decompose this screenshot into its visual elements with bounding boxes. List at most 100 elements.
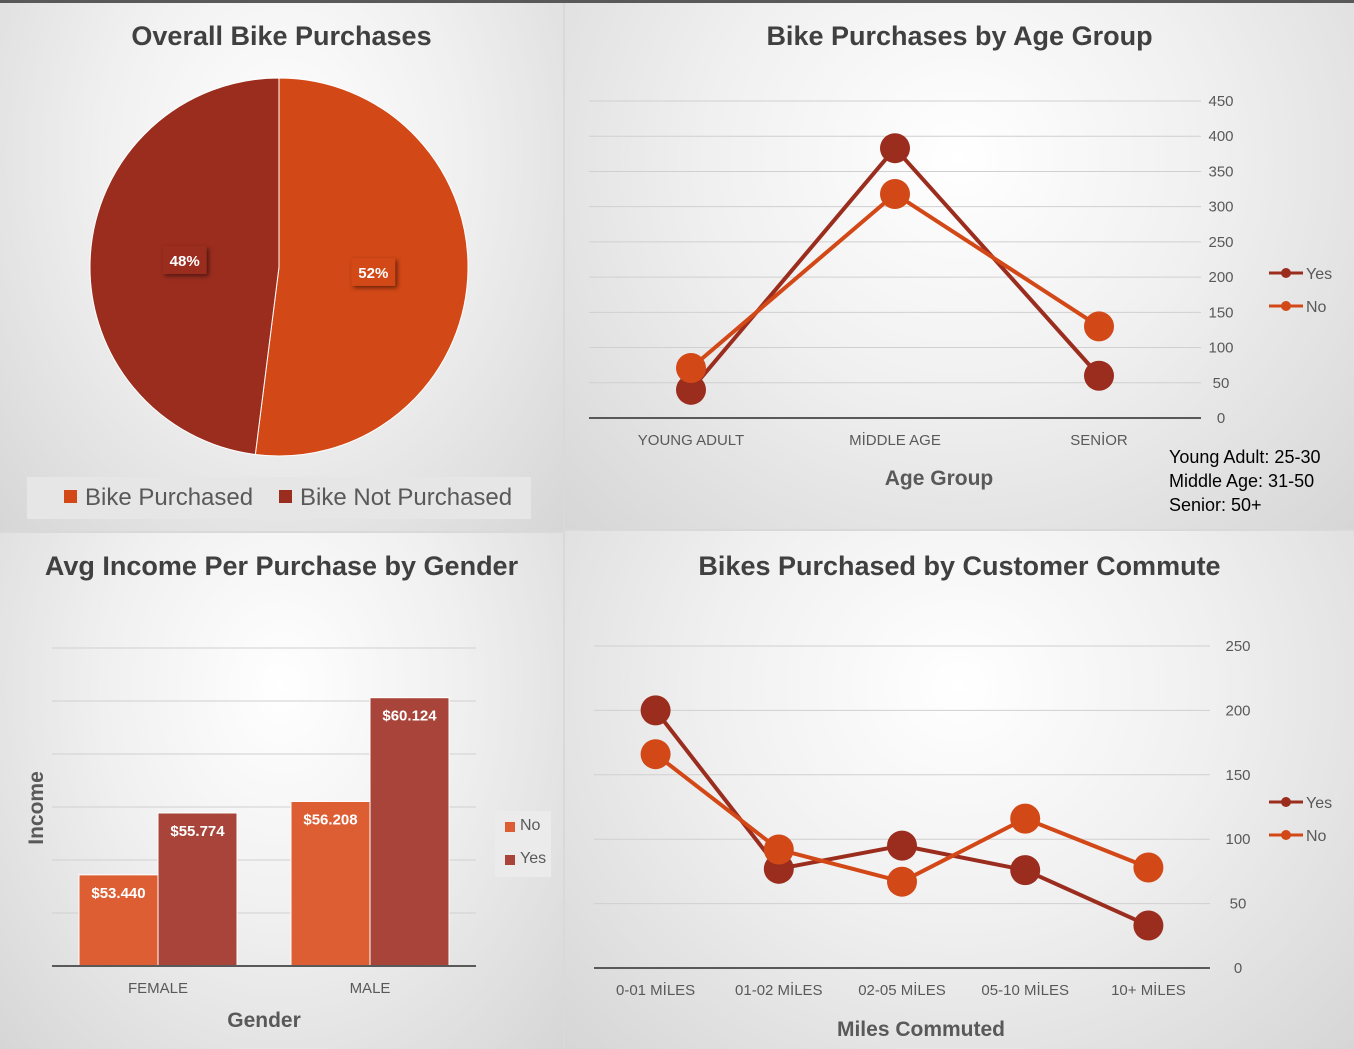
x-axis-title: Age Group [885, 467, 994, 490]
x-tick-label: 01-02 MİLES [735, 981, 823, 999]
x-axis-title: Gender [227, 1009, 301, 1032]
y-tick-label: 50 [1213, 375, 1230, 392]
y-tick-label: 200 [1225, 702, 1250, 719]
pie-legend-label: Bike Not Purchased [300, 484, 513, 511]
commute-line-chart: 0 50 100 150 200 250 0-01 MİLES 01-02 MİLES 02-0… [594, 638, 1251, 1041]
age-legend-item-yes: Yes [1267, 262, 1332, 295]
income-legend: No Yes [495, 811, 551, 877]
data-point-yes [1084, 360, 1114, 391]
x-tick-label: 05-10 MİLES [981, 981, 1069, 999]
note-line: Middle Age: 31-50 [1169, 471, 1315, 491]
legend-line-marker [1269, 830, 1303, 840]
pie-chart-title: Overall Bike Purchases [131, 21, 432, 51]
data-point-yes [880, 133, 910, 164]
commute-legend: Yes No [1267, 791, 1332, 857]
data-point-yes [887, 830, 917, 861]
y-tick-label: 250 [1225, 638, 1250, 655]
x-tick-label: MİDDLE AGE [849, 431, 941, 449]
series-line-no [654, 752, 1150, 884]
x-tick-label: 0-01 MİLES [616, 981, 695, 999]
y-tick-label: 150 [1208, 304, 1233, 321]
x-tick-label: SENİOR [1070, 431, 1128, 449]
y-tick-label: 250 [1208, 234, 1233, 251]
legend-line-marker [1269, 268, 1303, 278]
x-tick-label: 10+ MİLES [1111, 981, 1186, 999]
pie-data-label-box [162, 246, 207, 275]
y-tick-label: 0 [1234, 960, 1242, 977]
legend-label: No [1306, 828, 1327, 845]
y-tick-label: 450 [1208, 93, 1233, 110]
y-tick-label: 300 [1208, 199, 1233, 216]
x-axis-title: Miles Commuted [837, 1018, 1005, 1041]
x-tick-label: YOUNG ADULT [638, 432, 744, 449]
legend-label: No [1306, 299, 1327, 316]
bar-yes [369, 697, 450, 967]
y-tick-label: 50 [1230, 896, 1247, 913]
data-point-no [887, 866, 917, 897]
pie-legend-label: Bike Purchased [85, 484, 254, 511]
y-tick-label: 150 [1225, 767, 1250, 784]
bar-yes [157, 812, 238, 967]
legend-line-marker [1269, 797, 1303, 807]
legend-swatch [505, 822, 515, 832]
series-line-no [689, 191, 1101, 370]
y-tick-label: 400 [1208, 128, 1233, 145]
pie-data-label: 48% [170, 253, 200, 270]
age-line-chart: 0 50 100 150 200 250 300 350 400 450 YOUNG ADULT Mİ… [589, 93, 1234, 490]
pie-data-label: 52% [358, 265, 388, 282]
bar-no [78, 874, 159, 967]
data-point-yes [1133, 910, 1164, 941]
commute-panel: Bikes Purchased by Customer Commute 0 50 1… [565, 531, 1354, 1049]
x-tick-label: 02-05 MİLES [858, 981, 946, 999]
pie-data-label-box [351, 257, 396, 286]
data-point-yes [1010, 855, 1041, 886]
bar-data-label: $53.440 [91, 885, 145, 902]
data-point-no [1133, 852, 1164, 883]
legend-label: No [520, 817, 541, 834]
age-legend: Yes No [1267, 262, 1332, 328]
legend-label: Yes [520, 850, 547, 867]
y-tick-label: 100 [1225, 831, 1250, 848]
income-chart-title: Avg Income Per Purchase by Gender [44, 551, 519, 581]
income-gender-panel: Avg Income Per Purchase by Gender $53.44… [0, 533, 563, 1049]
data-point-no [640, 739, 671, 770]
pie-legend: Bike Purchased Bike Not Purchased [27, 477, 531, 519]
legend-line-marker [1269, 301, 1303, 311]
top-border [0, 0, 1354, 3]
commute-legend-item-no: No [1267, 824, 1326, 857]
income-legend-item-yes: Yes [495, 844, 551, 877]
age-legend-item-no: No [1267, 295, 1326, 328]
legend-swatch [505, 855, 515, 865]
overall-purchases-panel: Overall Bike Purchases 52% 48% Bike Purch… [0, 0, 563, 531]
income-legend-item-no: No [495, 811, 551, 844]
data-point-no [763, 834, 794, 865]
bar-data-label: $56.208 [303, 811, 357, 828]
income-bar-chart: $53.440 $55.774 FEMALE $56.208 $60.124 MALE Ge… [25, 647, 476, 1032]
y-tick-label: 100 [1208, 340, 1233, 357]
data-point-yes [640, 695, 671, 726]
commute-chart-title: Bikes Purchased by Customer Commute [698, 551, 1221, 581]
data-point-yes [676, 374, 706, 405]
x-tick-label: MALE [350, 980, 391, 997]
legend-swatch-orange [64, 490, 77, 503]
bar-data-label: $55.774 [170, 823, 225, 840]
legend-label: Yes [1306, 795, 1333, 812]
y-tick-label: 200 [1208, 269, 1233, 286]
data-point-no [1084, 311, 1114, 342]
legend-swatch-darkred [279, 490, 292, 503]
y-tick-label: 350 [1208, 163, 1233, 180]
y-axis-title: Income [25, 771, 48, 845]
note-line: Senior: 50+ [1169, 495, 1262, 515]
age-range-note: Young Adult: 25-30 Middle Age: 31-50 Sen… [1169, 445, 1320, 517]
pie-legend-item-not-purchased: Bike Not Purchased [279, 484, 512, 512]
note-line: Young Adult: 25-30 [1169, 447, 1321, 467]
y-tick-label: 0 [1217, 410, 1225, 427]
age-group-panel: Bike Purchases by Age Group 0 50 100 150 200… [565, 0, 1354, 529]
x-tick-label: FEMALE [128, 980, 188, 997]
pie-legend-item-purchased: Bike Purchased [64, 484, 253, 512]
legend-label: Yes [1306, 266, 1333, 283]
data-point-no [880, 178, 910, 209]
bar-no [290, 800, 371, 967]
pie-chart: 52% 48% [89, 77, 469, 457]
bar-data-label: $60.124 [382, 708, 437, 725]
